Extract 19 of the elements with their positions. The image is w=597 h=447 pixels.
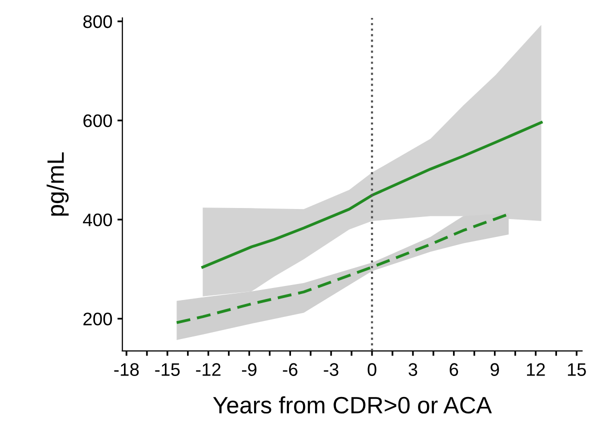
y-tick-label: 200	[83, 312, 112, 326]
x-tick-label: -3	[324, 363, 338, 376]
x-tick-label: -12	[196, 363, 220, 376]
x-tick-label: 9	[490, 363, 499, 376]
x-tick-label: 0	[368, 363, 376, 376]
x-tick-label: 3	[408, 363, 418, 376]
x-tick-label: 12	[527, 363, 545, 376]
x-tick-label: 15	[568, 363, 586, 376]
y-tick-label: 400	[82, 214, 112, 226]
x-tick-label: 6	[450, 363, 458, 376]
y-tick-label: 800	[83, 15, 112, 28]
line-series	[201, 121, 543, 269]
x-tick-label: -18	[114, 363, 139, 376]
y-axis-title: pg/mL	[46, 152, 69, 216]
x-tick-label: -9	[242, 363, 256, 376]
x-tick-label: -6	[282, 363, 298, 376]
x-axis-title: Years from CDR>0 or ACA	[213, 396, 492, 414]
x-tick-label: -15	[155, 363, 180, 376]
y-tick-label: 600	[83, 114, 112, 128]
